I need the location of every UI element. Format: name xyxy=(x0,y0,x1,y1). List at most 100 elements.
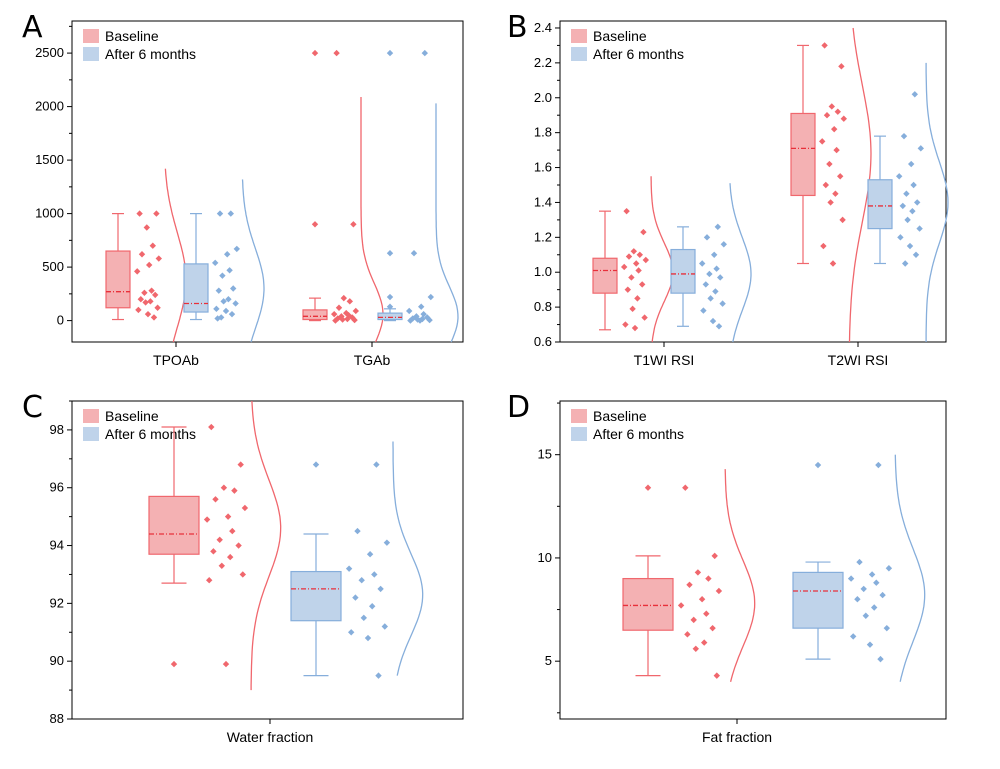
y-tick-label: 92 xyxy=(50,595,64,610)
legend-swatch-baseline xyxy=(571,409,587,423)
data-point xyxy=(875,461,882,469)
data-point xyxy=(213,305,220,313)
data-point xyxy=(152,291,159,299)
outlier-point xyxy=(311,49,319,57)
data-point xyxy=(690,616,697,624)
data-point xyxy=(153,210,160,217)
data-point xyxy=(868,571,876,578)
data-point xyxy=(838,63,845,70)
data-point xyxy=(369,603,376,610)
data-point xyxy=(214,315,221,322)
data-point xyxy=(416,317,424,324)
data-point xyxy=(883,624,890,632)
data-point xyxy=(908,160,915,168)
plot-frame xyxy=(71,400,464,720)
data-point xyxy=(856,558,863,566)
y-tick-label: 94 xyxy=(50,538,64,553)
data-point xyxy=(375,672,382,679)
data-point xyxy=(150,314,158,321)
data-point xyxy=(366,551,374,558)
data-point xyxy=(226,267,233,274)
x-category-label: T1WI RSI xyxy=(634,352,695,368)
data-point xyxy=(866,641,874,648)
data-point xyxy=(909,207,916,215)
data-point xyxy=(879,591,886,599)
data-point xyxy=(826,160,833,168)
data-point xyxy=(220,484,228,491)
data-point xyxy=(134,268,141,275)
panel-d: D 5 10 15 Fat fraction Baseline After 6 month… xyxy=(507,390,947,745)
data-point xyxy=(381,623,388,630)
data-point xyxy=(832,190,839,197)
data-point xyxy=(142,299,149,306)
data-point xyxy=(873,579,880,586)
data-point xyxy=(717,274,724,281)
box xyxy=(792,571,844,629)
y-tick-label: 1.8 xyxy=(534,125,552,140)
data-point xyxy=(703,610,710,617)
data-point xyxy=(148,287,155,294)
y-tick-label: 0.8 xyxy=(534,299,552,314)
data-point xyxy=(720,241,727,248)
box xyxy=(105,250,131,309)
data-point xyxy=(914,199,921,206)
data-point xyxy=(896,173,903,180)
data-point xyxy=(705,575,712,582)
data-point xyxy=(709,624,716,632)
data-point xyxy=(707,295,714,302)
data-point xyxy=(335,304,343,311)
data-point xyxy=(631,324,639,332)
data-point xyxy=(713,672,720,679)
y-tick-label: 88 xyxy=(50,711,64,726)
data-point xyxy=(633,260,640,267)
data-point xyxy=(885,565,893,572)
data-point xyxy=(698,596,706,603)
data-point xyxy=(902,260,909,267)
density-curve xyxy=(250,400,282,691)
data-point xyxy=(715,323,723,330)
y-tick-label: 1.6 xyxy=(534,160,552,175)
data-point xyxy=(719,300,726,307)
panel-b: B 0.6 0.8 1.0 1.2 1.4 1.6 1.8 2.0 2.2 2.4 T1WI RSI… xyxy=(507,10,949,368)
density-curve xyxy=(650,176,674,343)
outlier-point xyxy=(386,49,394,57)
panel-c: C 88 90 92 94 96 98 Water fraction Baseline Afte… xyxy=(22,390,464,745)
density-curve xyxy=(360,97,384,343)
density-curve xyxy=(392,441,424,676)
data-point xyxy=(407,317,414,324)
data-point xyxy=(821,42,828,49)
legend-label-baseline: Baseline xyxy=(105,28,159,44)
data-point xyxy=(639,281,646,288)
panel-label-b: B xyxy=(507,10,528,45)
data-point xyxy=(227,553,234,561)
data-point xyxy=(642,256,649,264)
data-point xyxy=(216,536,223,543)
data-point xyxy=(345,565,353,572)
data-point xyxy=(904,216,911,224)
x-category-label: TPOAb xyxy=(153,352,199,368)
data-point xyxy=(711,552,718,560)
data-point xyxy=(227,210,234,217)
data-point xyxy=(682,484,689,491)
outlier-point xyxy=(312,461,320,468)
data-point xyxy=(823,112,831,119)
legend-swatch-after xyxy=(571,47,587,61)
data-point xyxy=(622,321,629,328)
data-point xyxy=(820,242,827,250)
data-point xyxy=(406,307,413,315)
data-point xyxy=(827,199,834,206)
data-point xyxy=(351,316,358,324)
legend-swatch-after xyxy=(571,427,587,441)
data-point xyxy=(373,461,380,468)
data-point xyxy=(144,310,152,318)
y-tick-label: 15 xyxy=(538,447,552,462)
data-point xyxy=(854,596,861,603)
data-point xyxy=(903,190,910,197)
plot-frame xyxy=(559,400,947,720)
box xyxy=(148,495,200,555)
data-point xyxy=(143,224,150,231)
data-point xyxy=(232,300,239,307)
data-point xyxy=(340,294,347,302)
data-point xyxy=(216,210,224,217)
legend-label-baseline: Baseline xyxy=(593,28,647,44)
